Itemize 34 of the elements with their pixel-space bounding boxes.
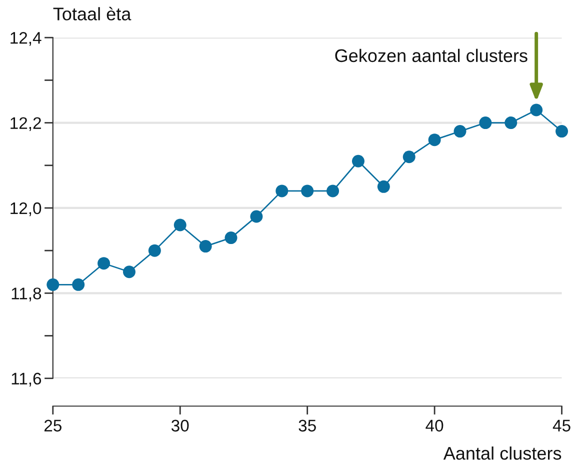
point <box>504 116 518 130</box>
x-tick-label: 35 <box>298 420 316 432</box>
point <box>377 180 390 193</box>
point <box>402 150 416 164</box>
point <box>199 240 212 253</box>
y-axis-title: Totaal èta <box>53 6 132 20</box>
annotation: Gekozen aantal clusters <box>335 48 528 62</box>
x-tick-label: 45 <box>552 420 570 432</box>
point <box>250 210 263 223</box>
point <box>174 218 186 232</box>
point <box>301 184 314 198</box>
point <box>46 278 60 291</box>
point <box>122 266 136 278</box>
point <box>479 116 492 130</box>
x-tick-label: 25 <box>44 420 62 432</box>
point <box>148 244 161 257</box>
x-tick-label: 30 <box>171 420 189 432</box>
point <box>224 232 238 244</box>
point <box>276 184 288 198</box>
point <box>98 257 110 270</box>
point <box>454 125 466 138</box>
point <box>72 278 85 291</box>
y-tick-label: 11,8 <box>12 288 42 302</box>
x-tick-label: 40 <box>426 420 444 432</box>
y-tick-label: 12,0 <box>10 202 42 216</box>
point <box>428 134 441 146</box>
y-tick-label: 12,2 <box>10 117 41 131</box>
point <box>530 104 543 116</box>
y-tick-label: 12,4 <box>10 32 42 46</box>
point <box>556 125 568 138</box>
y-tick-label: 11,6 <box>12 372 42 387</box>
point <box>326 184 340 198</box>
x-axis-title: Aantal clusters <box>443 446 562 460</box>
point <box>352 154 364 168</box>
